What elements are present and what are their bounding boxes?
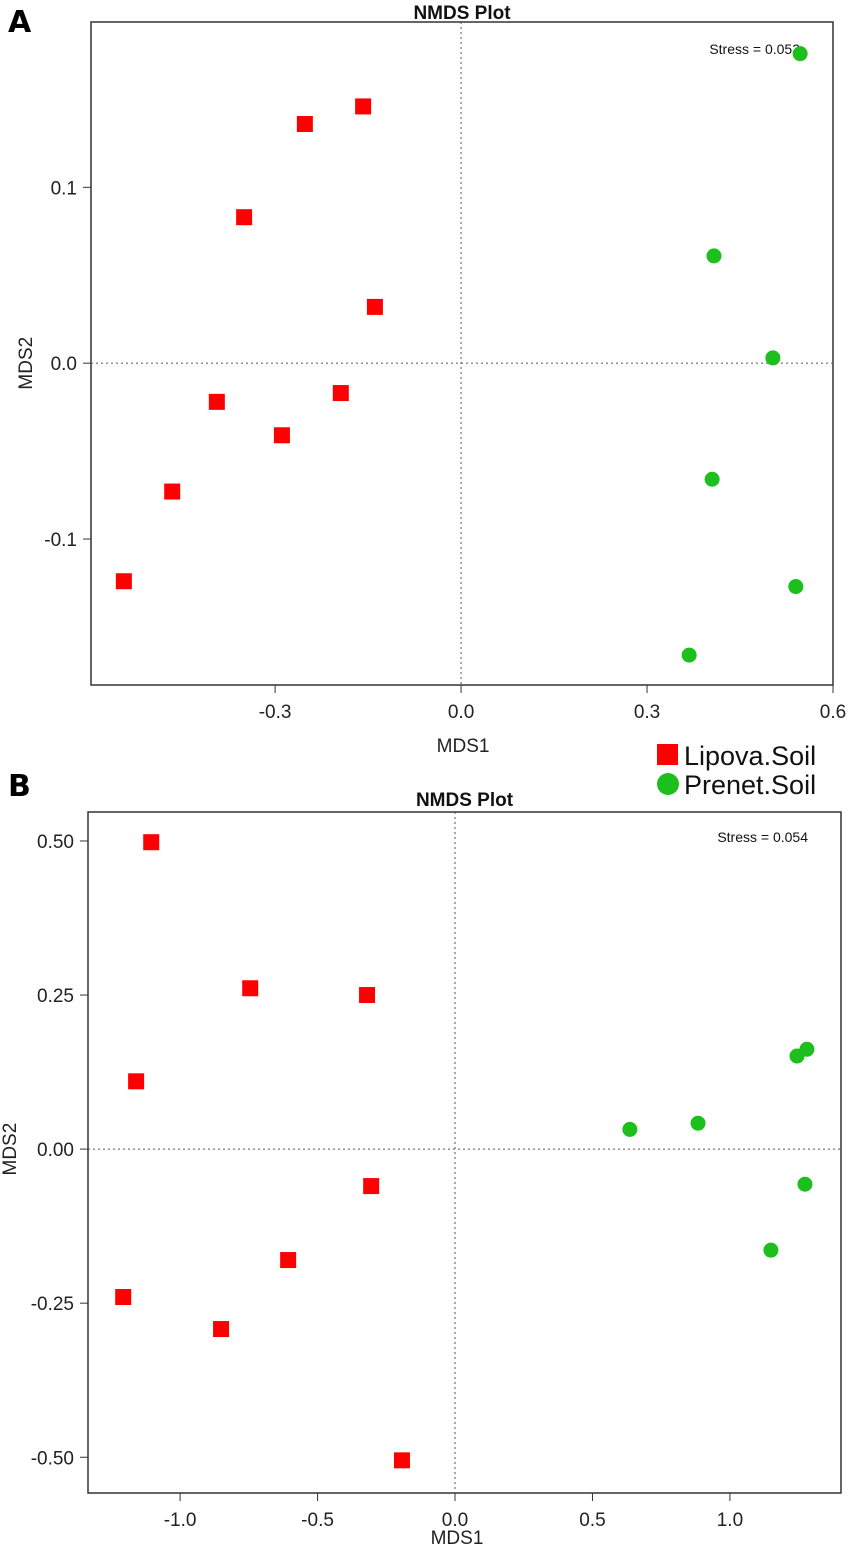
legend-label-lipova: Lipova.Soil — [684, 741, 816, 771]
y-tick-label: -0.25 — [31, 1294, 74, 1315]
data-point-lipova — [355, 98, 372, 115]
x-tick-label: 0.6 — [820, 702, 846, 723]
x-tick-label: 0.5 — [579, 1510, 605, 1531]
legend-label-prenet: Prenet.Soil — [684, 770, 816, 800]
data-point-prenet — [763, 1242, 779, 1258]
data-point-prenet — [797, 1176, 813, 1192]
x-tick-label: 0.0 — [442, 1510, 468, 1531]
plot-frame — [87, 811, 842, 1494]
panel-label: B — [8, 769, 31, 804]
data-point-lipova — [242, 980, 259, 997]
y-tick-label: -0.1 — [44, 530, 77, 551]
data-point-lipova — [359, 987, 376, 1004]
data-point-prenet — [788, 579, 804, 595]
y-tick-label: 0.25 — [37, 986, 74, 1007]
stress-annotation: Stress = 0.053 — [709, 41, 800, 57]
data-point-lipova — [236, 209, 253, 226]
data-point-prenet — [704, 471, 720, 487]
y-axis-label: MDS2 — [16, 337, 37, 390]
x-tick-label: 0.3 — [634, 702, 660, 723]
data-point-prenet — [792, 46, 808, 62]
y-tick-label: 0.0 — [51, 354, 77, 375]
x-tick-label: -0.3 — [259, 702, 292, 723]
y-tick-label: 0.50 — [37, 832, 74, 853]
x-axis-label: MDS1 — [431, 1528, 484, 1548]
data-point-prenet — [681, 647, 697, 663]
data-point-prenet — [706, 248, 722, 264]
legend: Lipova.Soil Prenet.Soil — [657, 741, 816, 800]
plot-frame — [90, 21, 834, 686]
x-axis-label: MDS1 — [437, 736, 490, 757]
data-point-lipova — [363, 1178, 380, 1195]
y-axis-label: MDS2 — [0, 1123, 21, 1176]
chart-title: NMDS Plot — [413, 3, 511, 24]
panel-b: -1.0 -0.5 0.0 0.5 1.0 -0.50 -0.25 0.00 0.25 0.50 B… — [0, 769, 842, 1548]
x-tick-label: 1.0 — [717, 1510, 743, 1531]
data-point-lipova — [213, 1321, 230, 1338]
data-point-prenet — [622, 1121, 638, 1137]
data-point-prenet — [690, 1115, 706, 1131]
data-point-lipova — [332, 385, 349, 402]
data-point-lipova — [296, 116, 313, 132]
data-point-lipova — [366, 298, 383, 315]
data-point-prenet — [765, 350, 781, 366]
x-tick-label: -0.5 — [301, 1510, 334, 1531]
data-point-lipova — [393, 1452, 410, 1469]
x-tick-label: 0.0 — [448, 702, 474, 723]
legend-marker-lipova — [657, 744, 678, 765]
y-tick-label: 0.00 — [37, 1140, 74, 1161]
data-point-prenet — [799, 1041, 815, 1057]
data-point-lipova — [280, 1252, 297, 1269]
stress-annotation: Stress = 0.054 — [717, 829, 808, 845]
y-tick-label: -0.50 — [31, 1448, 74, 1469]
panel-a: -0.3 0.0 0.3 0.6 -0.1 0.0 0.1 A NMDS Plot MDS1 MDS… — [8, 3, 846, 757]
data-point-lipova — [115, 1289, 132, 1306]
data-point-lipova — [143, 834, 160, 851]
data-point-lipova — [273, 427, 290, 444]
chart-title: NMDS Plot — [416, 790, 514, 811]
y-tick-label: 0.1 — [51, 178, 77, 199]
x-tick-label: -1.0 — [164, 1510, 197, 1531]
data-point-lipova — [128, 1073, 145, 1090]
legend-marker-prenet — [657, 773, 679, 795]
data-point-lipova — [164, 483, 181, 500]
data-point-lipova — [115, 573, 132, 590]
panel-label: A — [8, 5, 32, 40]
data-point-lipova — [208, 393, 225, 410]
